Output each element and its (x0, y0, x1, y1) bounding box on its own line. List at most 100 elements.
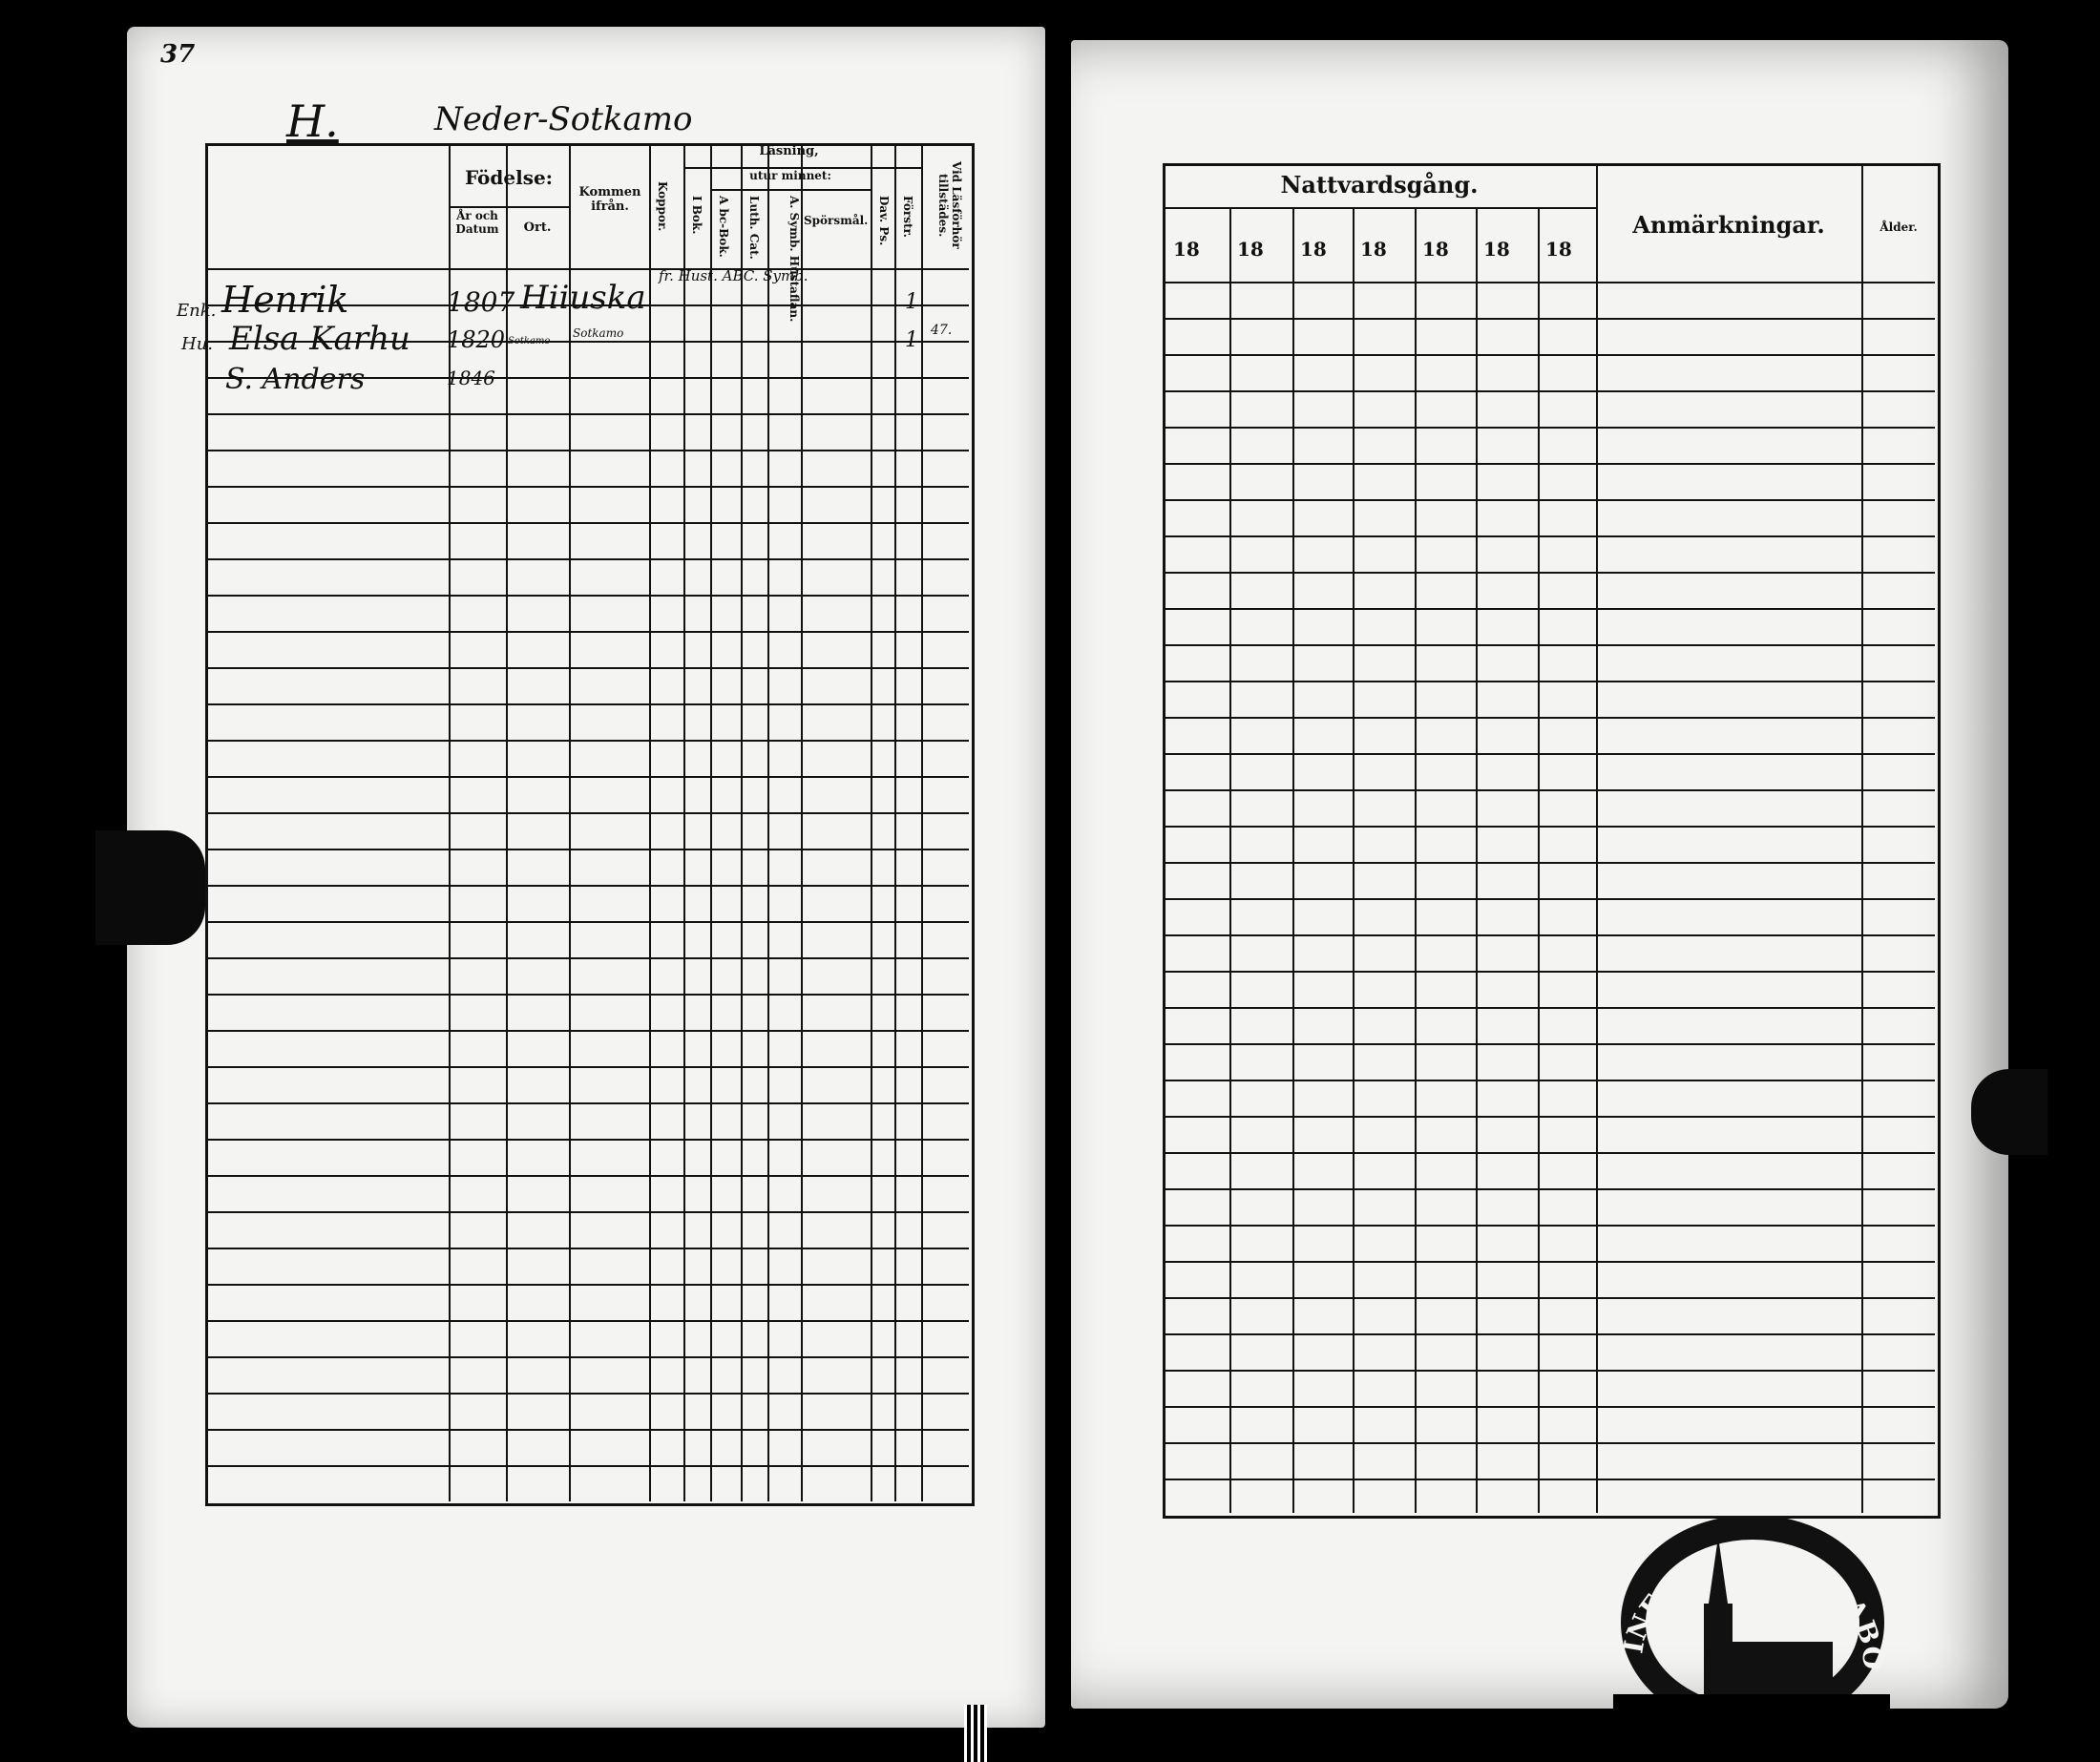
row-divider (208, 268, 969, 270)
column-divider (569, 146, 571, 1501)
entry-understanding: 1 (905, 328, 918, 352)
entry-place: Hiiuska (520, 279, 646, 317)
row-divider (1166, 789, 1935, 791)
village-name: Neder-Sotkamo (434, 100, 693, 138)
row-divider (1166, 971, 1935, 973)
parish-register-table-left (205, 143, 975, 1506)
header-place: Ort. (523, 220, 552, 235)
row-divider (1166, 1479, 1935, 1480)
row-divider (208, 1030, 969, 1032)
row-divider (1166, 898, 1935, 900)
row-divider (1166, 1333, 1935, 1335)
row-divider (1166, 826, 1935, 828)
entry-came-from: Sotkamo (573, 326, 624, 340)
row-divider (208, 667, 969, 669)
row-divider (449, 206, 569, 208)
row-divider (208, 994, 969, 996)
row-divider (1166, 1116, 1935, 1118)
year-prefix: 18 (1173, 238, 1200, 261)
row-divider (208, 450, 969, 451)
row-divider (208, 522, 969, 524)
column-divider (1229, 207, 1231, 1513)
row-divider (1166, 1188, 1935, 1190)
header-reading: Läsning, (759, 144, 819, 158)
row-divider (208, 1320, 969, 1322)
year-prefix: 18 (1483, 238, 1510, 261)
header-book: I Bok. (689, 196, 704, 235)
diocese-stamp: INF. DIOECESIS ABOENSIS MAG. (1599, 1493, 1890, 1731)
row-divider (1166, 463, 1935, 465)
row-divider (208, 1248, 969, 1249)
row-divider (1166, 535, 1935, 537)
row-divider (1166, 1225, 1935, 1227)
annotation-row: fr. Hust. ABC. Symb. (659, 267, 808, 284)
row-divider (1166, 681, 1935, 682)
row-divider (208, 1175, 969, 1177)
row-divider (1166, 318, 1935, 320)
left-page (127, 27, 1045, 1728)
row-divider (208, 595, 969, 597)
row-divider (208, 885, 969, 887)
year-prefix: 18 (1237, 238, 1264, 261)
row-divider (1166, 427, 1935, 429)
column-divider (683, 146, 685, 1501)
row-divider (1166, 608, 1935, 610)
column-divider (1596, 166, 1598, 1513)
row-divider (208, 341, 969, 343)
column-divider (449, 146, 451, 1501)
row-divider (1166, 282, 1935, 283)
church-seal-icon: INF. DIOECESIS ABOENSIS MAG. (1599, 1493, 1890, 1731)
row-divider (1166, 717, 1935, 719)
row-divider (208, 1465, 969, 1467)
entry-margin: Enk. (177, 301, 217, 321)
column-divider (801, 146, 803, 1501)
column-divider (767, 146, 769, 1501)
column-divider (921, 146, 923, 1501)
header-by-heart: utur minnet: (749, 169, 831, 182)
row-divider (1166, 753, 1935, 755)
entry-attendance: 47. (931, 323, 953, 338)
row-divider (710, 189, 871, 191)
entry-name: S. Anders (225, 363, 366, 396)
header-abc-book: A bc-Bok. (716, 196, 730, 258)
row-divider (208, 413, 969, 415)
header-communion: Nattvardsgång. (1280, 171, 1479, 199)
entry-understanding: 1 (905, 290, 918, 314)
column-divider (1476, 207, 1478, 1513)
row-divider (1166, 572, 1935, 574)
row-divider (1166, 934, 1935, 936)
header-came-from: Kommen ifrån. (578, 185, 641, 214)
row-divider (208, 486, 969, 488)
header-birth: Födelse: (464, 166, 554, 189)
row-divider (1166, 1152, 1935, 1154)
household-letter: H. (286, 95, 339, 147)
row-divider (208, 1102, 969, 1104)
entry-name: Elsa Karhu (229, 320, 410, 358)
row-divider (208, 1139, 969, 1141)
communion-table-right (1163, 163, 1941, 1519)
entry-birth: 1820 (447, 326, 506, 353)
header-questions: Spörsmål. (804, 214, 869, 227)
header-luther-cat: Luth. Cat. (746, 196, 761, 260)
row-divider (1166, 1297, 1935, 1299)
row-divider (1166, 1080, 1935, 1081)
row-divider (208, 558, 969, 560)
column-divider (1415, 207, 1417, 1513)
row-divider (208, 776, 969, 778)
column-divider (1861, 166, 1863, 1513)
year-prefix: 18 (1300, 238, 1327, 261)
row-divider (208, 1211, 969, 1213)
row-divider (208, 1429, 969, 1431)
row-divider (208, 1356, 969, 1358)
column-divider (741, 146, 743, 1501)
row-divider (208, 957, 969, 959)
row-divider (1166, 1261, 1935, 1263)
column-divider (1538, 207, 1540, 1513)
row-divider (1166, 1406, 1935, 1408)
row-divider (1166, 1442, 1935, 1444)
column-divider (506, 146, 508, 1501)
header-attendance: Vid Läsförhör tillstädes. (936, 161, 963, 249)
year-prefix: 18 (1360, 238, 1387, 261)
row-divider (208, 304, 969, 306)
row-divider (208, 377, 969, 379)
